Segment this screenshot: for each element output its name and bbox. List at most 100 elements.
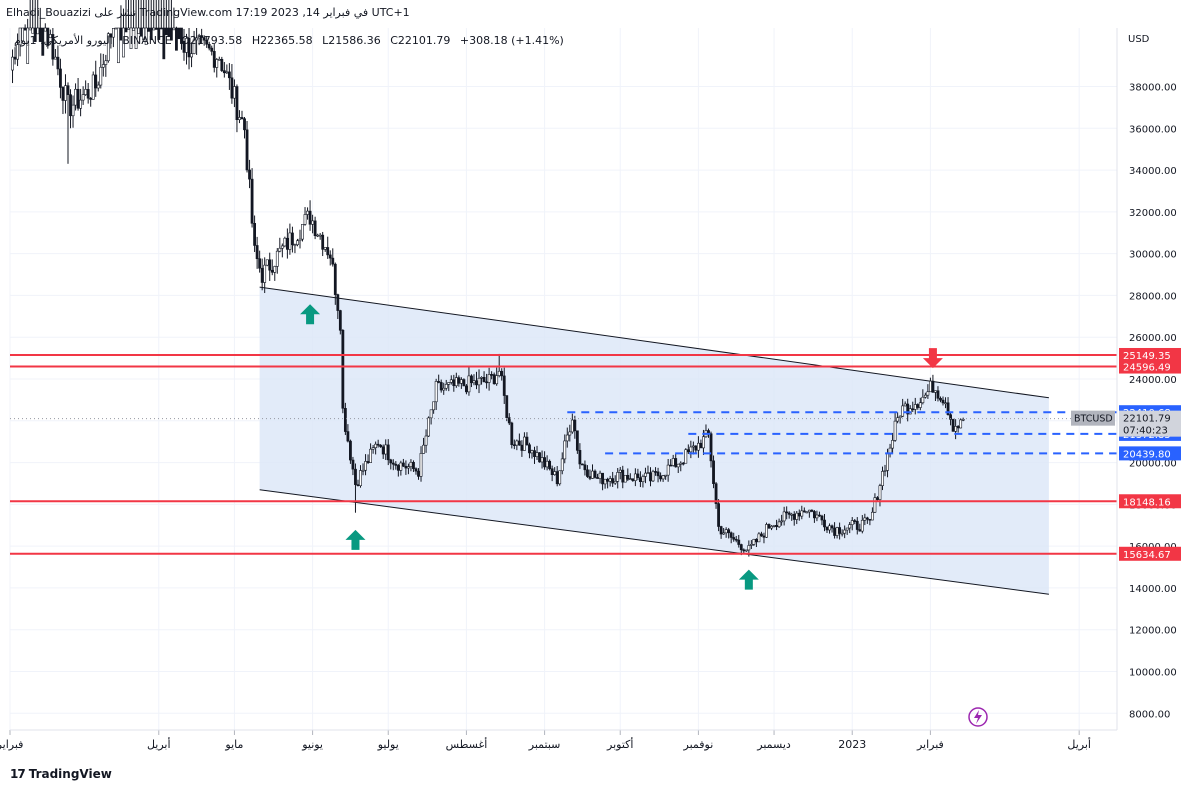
candle-body xyxy=(818,514,821,517)
candle xyxy=(485,373,488,389)
candle xyxy=(285,228,289,259)
candle-body xyxy=(225,71,229,74)
candle xyxy=(343,402,347,436)
candle xyxy=(399,460,403,476)
candle xyxy=(117,27,120,64)
candle xyxy=(775,519,778,531)
candle-body xyxy=(560,458,564,472)
candle xyxy=(457,375,461,387)
candle xyxy=(699,439,703,449)
candle-body xyxy=(926,391,930,396)
candle xyxy=(848,521,852,534)
candle-body xyxy=(301,224,304,240)
candle-body xyxy=(76,88,80,109)
candle xyxy=(813,510,816,523)
candle-body xyxy=(512,444,516,447)
candle xyxy=(31,0,35,34)
candle-body xyxy=(639,477,642,482)
candle-body xyxy=(434,381,438,403)
candle xyxy=(555,466,559,487)
candle-body xyxy=(114,27,118,30)
candle-body xyxy=(417,470,420,477)
candle-body xyxy=(472,380,476,384)
candle-body xyxy=(689,446,693,453)
symbol-line: اليورو الأمريكي، 1يوم xyxy=(14,34,113,47)
candle-body xyxy=(86,89,90,99)
candle-body xyxy=(755,538,758,543)
candle xyxy=(545,455,549,471)
candle xyxy=(258,250,262,273)
footer-brand[interactable]: 17 TradingView xyxy=(10,767,112,781)
candle-body xyxy=(528,444,531,454)
candle xyxy=(876,496,879,501)
candle-body xyxy=(855,520,859,530)
candle xyxy=(197,33,201,46)
candle xyxy=(903,401,907,407)
candle-body xyxy=(795,512,799,520)
y-tick-label: 24000.00 xyxy=(1129,375,1177,386)
candle-body xyxy=(669,464,673,467)
candle xyxy=(744,549,748,552)
candle-body xyxy=(734,538,738,541)
candle xyxy=(944,397,947,409)
candle xyxy=(601,472,604,491)
candle xyxy=(470,374,473,388)
candle xyxy=(149,0,153,41)
candle-body xyxy=(94,74,98,89)
candle xyxy=(333,262,337,305)
candle xyxy=(394,461,398,470)
change-value: +308.18 (+1.41%) xyxy=(459,34,564,47)
candle-body xyxy=(74,88,77,106)
candle xyxy=(512,439,516,450)
candle-body xyxy=(21,27,25,42)
candle xyxy=(381,444,385,459)
lightning-bolt-icon xyxy=(974,710,982,724)
candle-body xyxy=(636,473,640,478)
candle xyxy=(873,493,877,513)
candle xyxy=(810,509,814,513)
candle-body xyxy=(240,117,244,119)
candle-body xyxy=(364,461,367,471)
candle xyxy=(666,459,670,482)
candle xyxy=(732,532,736,542)
candle-body xyxy=(326,247,330,256)
candle xyxy=(860,515,864,534)
candle xyxy=(437,374,441,384)
candle-body xyxy=(202,37,206,41)
candle xyxy=(175,26,178,51)
candle xyxy=(583,460,587,476)
candle xyxy=(538,452,541,463)
candle-body xyxy=(747,545,751,551)
candle xyxy=(18,27,22,57)
candle-body xyxy=(268,259,272,271)
candle-body xyxy=(250,178,254,224)
candle-body xyxy=(825,526,829,531)
level-label: 25149.35 xyxy=(1123,351,1171,362)
candle-body xyxy=(563,440,567,460)
candle-body xyxy=(871,511,874,521)
candle xyxy=(724,527,728,538)
candle xyxy=(792,511,796,526)
candle-body xyxy=(628,478,632,480)
candle-body xyxy=(540,457,544,463)
candle-body xyxy=(389,459,393,464)
candle xyxy=(442,382,446,395)
candle xyxy=(101,53,105,77)
candle-body xyxy=(376,443,380,446)
candle-body xyxy=(243,118,246,131)
candle xyxy=(291,226,294,253)
candle-body xyxy=(591,470,594,479)
y-tick-label: 20000.00 xyxy=(1129,459,1177,470)
candle xyxy=(921,389,925,405)
candle xyxy=(369,443,372,463)
candle xyxy=(520,440,524,457)
candle-body xyxy=(285,237,289,250)
candle-body xyxy=(686,449,690,453)
candle-body xyxy=(263,264,267,283)
x-tick-label: نوفمبر xyxy=(683,738,714,751)
candle xyxy=(578,443,582,469)
candle-body xyxy=(16,44,19,60)
candle xyxy=(906,398,910,422)
candle xyxy=(623,474,627,483)
